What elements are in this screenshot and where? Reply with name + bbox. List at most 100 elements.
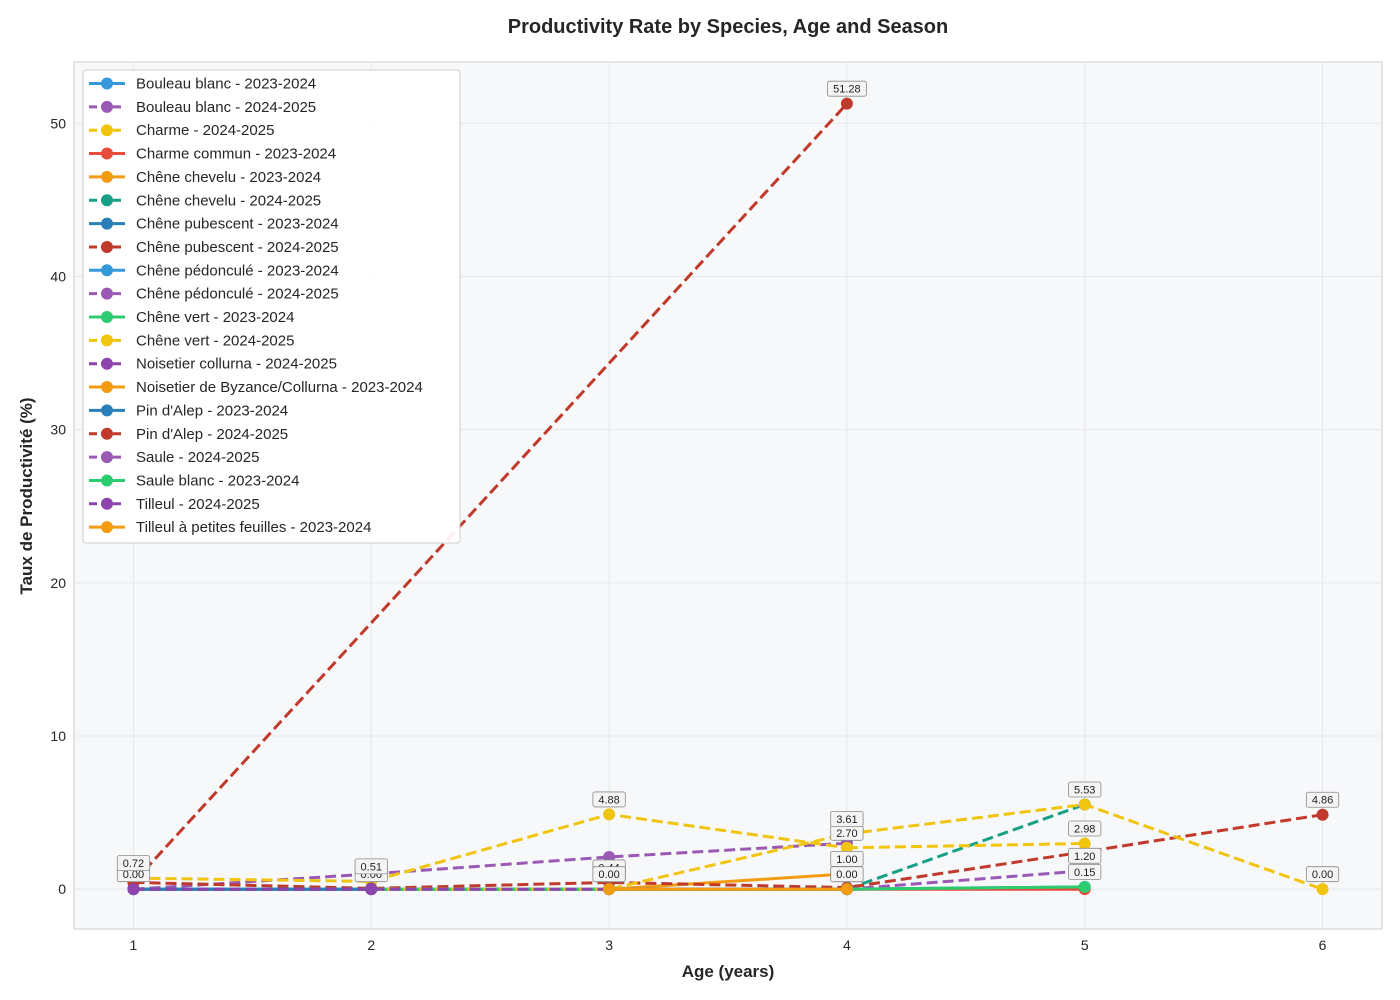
series-20 [840,837,1091,854]
data-label: 3.61 [830,810,864,827]
x-tick-label: 6 [1319,937,1327,953]
data-label-text: 0.00 [1312,869,1333,881]
legend-label: Chêne vert - 2024-2025 [136,332,294,349]
data-label-text: 5.53 [1074,784,1095,796]
legend-label: Chêne pubescent - 2023-2024 [136,216,339,233]
data-label: 0.15 [1068,863,1102,880]
legend-item[interactable]: Pin d'Alep - 2023-2024 [89,402,288,419]
data-label: 2.98 [1068,820,1102,837]
legend-item[interactable]: Tilleul à petites feuilles - 2023-2024 [89,519,371,536]
data-point [1078,798,1091,811]
axes: 1 2 3 4 5 6 0 10 20 30 40 50 [50,115,1326,953]
legend-swatch-marker [101,217,113,230]
legend-item[interactable]: Saule blanc - 2023-2024 [89,472,299,489]
data-label-text: 3.61 [836,814,857,826]
series-line [133,812,848,883]
legend-swatch-marker [101,404,113,417]
legend-swatch-marker [101,427,113,440]
x-tick-label: 2 [367,937,375,953]
legend-item[interactable]: Chêne chevelu - 2023-2024 [89,169,321,186]
legend-label: Charme commun - 2023-2024 [136,146,336,163]
data-label: 4.86 [1305,791,1340,808]
legend-item[interactable]: Saule - 2024-2025 [89,449,259,466]
series-line [846,869,1085,891]
legend-item[interactable]: Tilleul - 2024-2025 [89,496,260,513]
x-tick-label: 1 [130,937,138,953]
y-tick-label: 40 [50,268,66,284]
data-label-text: 1.20 [1074,851,1095,863]
legend-item[interactable]: Chêne vert - 2023-2024 [89,309,294,326]
legend-swatch-marker [101,100,113,113]
legend-swatch-marker [101,451,113,464]
legend-item[interactable]: Bouleau blanc - 2024-2025 [89,99,316,116]
y-tick-label: 50 [50,115,66,131]
y-tick-label: 30 [50,422,66,438]
series-line [846,842,1085,850]
data-label: 5.53 [1068,781,1102,798]
data-label-box [116,855,151,872]
legend-item[interactable]: Pin d'Alep - 2024-2025 [89,426,288,443]
legend-label: Bouleau blanc - 2024-2025 [136,99,316,116]
data-labels: 0.00 0.00 0.00 0.00 0.15 0.72 0.51 4.88 2.70 1.00… [116,80,1340,883]
legend-swatch-marker [101,357,113,370]
data-label-box [830,810,864,827]
legend-item[interactable]: Charme commun - 2023-2024 [89,146,336,163]
series-19 [603,883,853,896]
data-label-box [827,80,867,97]
data-label: 1.20 [1068,847,1102,864]
data-point [1078,880,1091,893]
data-label: 0.00 [1305,866,1340,883]
legend-label: Chêne chevelu - 2023-2024 [136,169,321,186]
data-label: 1.00 [830,850,864,867]
data-label: 0.00 [830,866,864,883]
legend-item[interactable]: Chêne pédonculé - 2023-2024 [89,262,339,279]
legend[interactable]: Bouleau blanc - 2023-2024 Bouleau blanc -… [82,69,461,544]
data-label-box [1068,863,1102,880]
legend-label: Chêne vert - 2023-2024 [136,309,294,326]
data-point [127,883,140,896]
data-label-box [1068,847,1102,864]
legend-item[interactable]: Charme - 2024-2025 [89,122,274,139]
legend-item[interactable]: Chêne pédonculé - 2024-2025 [89,286,339,303]
data-label: 0.00 [592,866,626,883]
legend-item[interactable]: Chêne pubescent - 2024-2025 [89,239,339,256]
legend-swatch-marker [101,521,113,534]
data-point [1316,808,1329,821]
data-label-text: 0.72 [123,858,144,870]
data-label-box [592,866,626,883]
data-point [365,883,378,896]
data-point [1316,883,1329,896]
data-label-text: 0.00 [836,869,857,881]
data-label-box [830,866,864,883]
legend-label: Tilleul à petites feuilles - 2023-2024 [136,519,371,536]
legend-item[interactable]: Chêne vert - 2024-2025 [89,332,294,349]
data-label-text: 0.00 [123,869,144,881]
x-tick-label: 4 [843,937,851,953]
legend-item[interactable]: Chêne chevelu - 2024-2025 [89,192,321,209]
chart-title: Productivity Rate by Species, Age and Se… [508,16,949,38]
data-label-text: 0.15 [1074,867,1095,879]
data-label-text: 0.51 [361,861,382,873]
legend-item[interactable]: Chêne pubescent - 2023-2024 [89,216,339,233]
legend-item[interactable]: Bouleau blanc - 2023-2024 [89,76,316,93]
y-tick-label: 0 [58,881,66,897]
legend-item[interactable]: Noisetier de Byzance/Collurna - 2023-202… [89,379,423,396]
data-label-box [1305,791,1340,808]
data-point [1078,837,1091,850]
data-label: 4.88 [592,791,626,808]
y-tick-label: 20 [50,575,66,591]
legend-swatch-marker [101,194,113,207]
legend-label: Bouleau blanc - 2023-2024 [136,76,316,93]
legend-swatch-marker [101,170,113,183]
data-label-text: 0.00 [598,869,619,881]
legend-label: Noisetier de Byzance/Collurna - 2023-202… [136,379,423,396]
data-label-box [1305,866,1340,883]
legend-item[interactable]: Noisetier collurna - 2024-2025 [89,356,337,373]
series-line [609,872,847,891]
x-axis-label: Age (years) [682,962,775,981]
legend-swatch-marker [101,147,113,160]
series-line [132,102,849,884]
data-label: 0.72 [116,855,151,872]
legend-swatch-marker [101,474,113,487]
